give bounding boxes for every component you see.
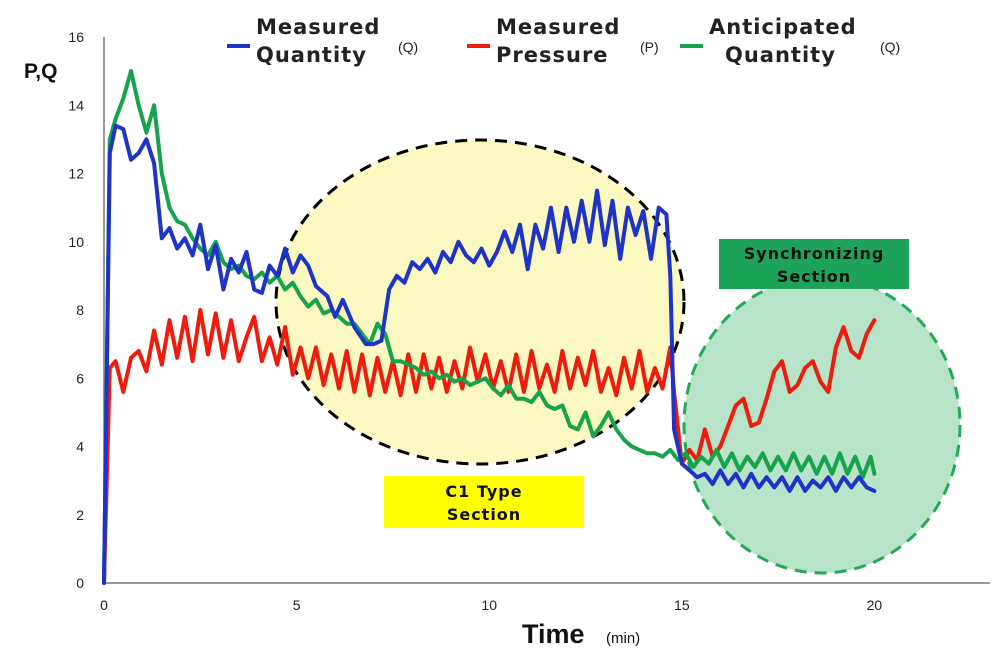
legend-item-anticipated-quantity: Anticipated Quantity (Q) [680, 15, 900, 67]
x-tick-label: 20 [867, 597, 883, 613]
y-tick-label: 14 [68, 97, 84, 113]
x-axis-unit: (min) [606, 630, 640, 647]
y-tick-label: 12 [68, 166, 84, 182]
legend-label-measured-quantity-2: Quantity [256, 43, 367, 67]
sync-section-label-line2: Section [777, 267, 851, 286]
legend-label-measured-quantity-1: Measured [256, 15, 380, 39]
sync-section-annotation: Synchronizing Section [719, 239, 909, 289]
c1-section-label-line2: Section [447, 505, 521, 524]
x-tick-label: 15 [674, 597, 690, 613]
y-axis-label: P,Q [24, 60, 57, 83]
legend-label-anticipated-quantity-1: Anticipated [709, 15, 857, 39]
legend-item-measured-pressure: Measured Pressure (P) [467, 15, 659, 67]
y-tick-label: 0 [76, 575, 84, 591]
y-tick-label: 4 [76, 439, 84, 455]
series-line-measured-pressure [102, 308, 877, 585]
c1-section-annotation: C1 Type Section [384, 476, 584, 528]
y-tick-label: 2 [76, 507, 84, 523]
x-tick-label: 5 [293, 597, 301, 613]
legend-item-measured-quantity: Measured Quantity (Q) [227, 15, 418, 67]
legend: Measured Quantity (Q) Measured Pressure … [227, 15, 900, 67]
c1-section-label-box [384, 476, 584, 528]
y-tick-label: 16 [68, 29, 84, 45]
y-tick-label: 8 [76, 302, 84, 318]
series-line-measured-quantity [102, 123, 877, 585]
y-tick-label: 10 [68, 234, 84, 250]
legend-unit-measured-pressure: (P) [640, 39, 659, 55]
x-axis-label: Time [522, 619, 585, 649]
sync-section-label-box [719, 239, 909, 289]
x-tick-label: 10 [481, 597, 497, 613]
legend-label-measured-pressure-1: Measured [496, 15, 620, 39]
sync-section-label-line1: Synchronizing [744, 244, 885, 263]
legend-label-anticipated-quantity-2: Quantity [725, 43, 836, 67]
c1-section-region [274, 138, 686, 466]
legend-label-measured-pressure-2: Pressure [496, 43, 609, 67]
legend-unit-measured-quantity: (Q) [398, 39, 418, 55]
y-tick-label: 6 [76, 370, 84, 386]
c1-section-label-line1: C1 Type [445, 482, 522, 501]
sync-section-region [682, 275, 962, 575]
legend-unit-anticipated-quantity: (Q) [880, 39, 900, 55]
x-tick-label: 0 [100, 597, 108, 613]
